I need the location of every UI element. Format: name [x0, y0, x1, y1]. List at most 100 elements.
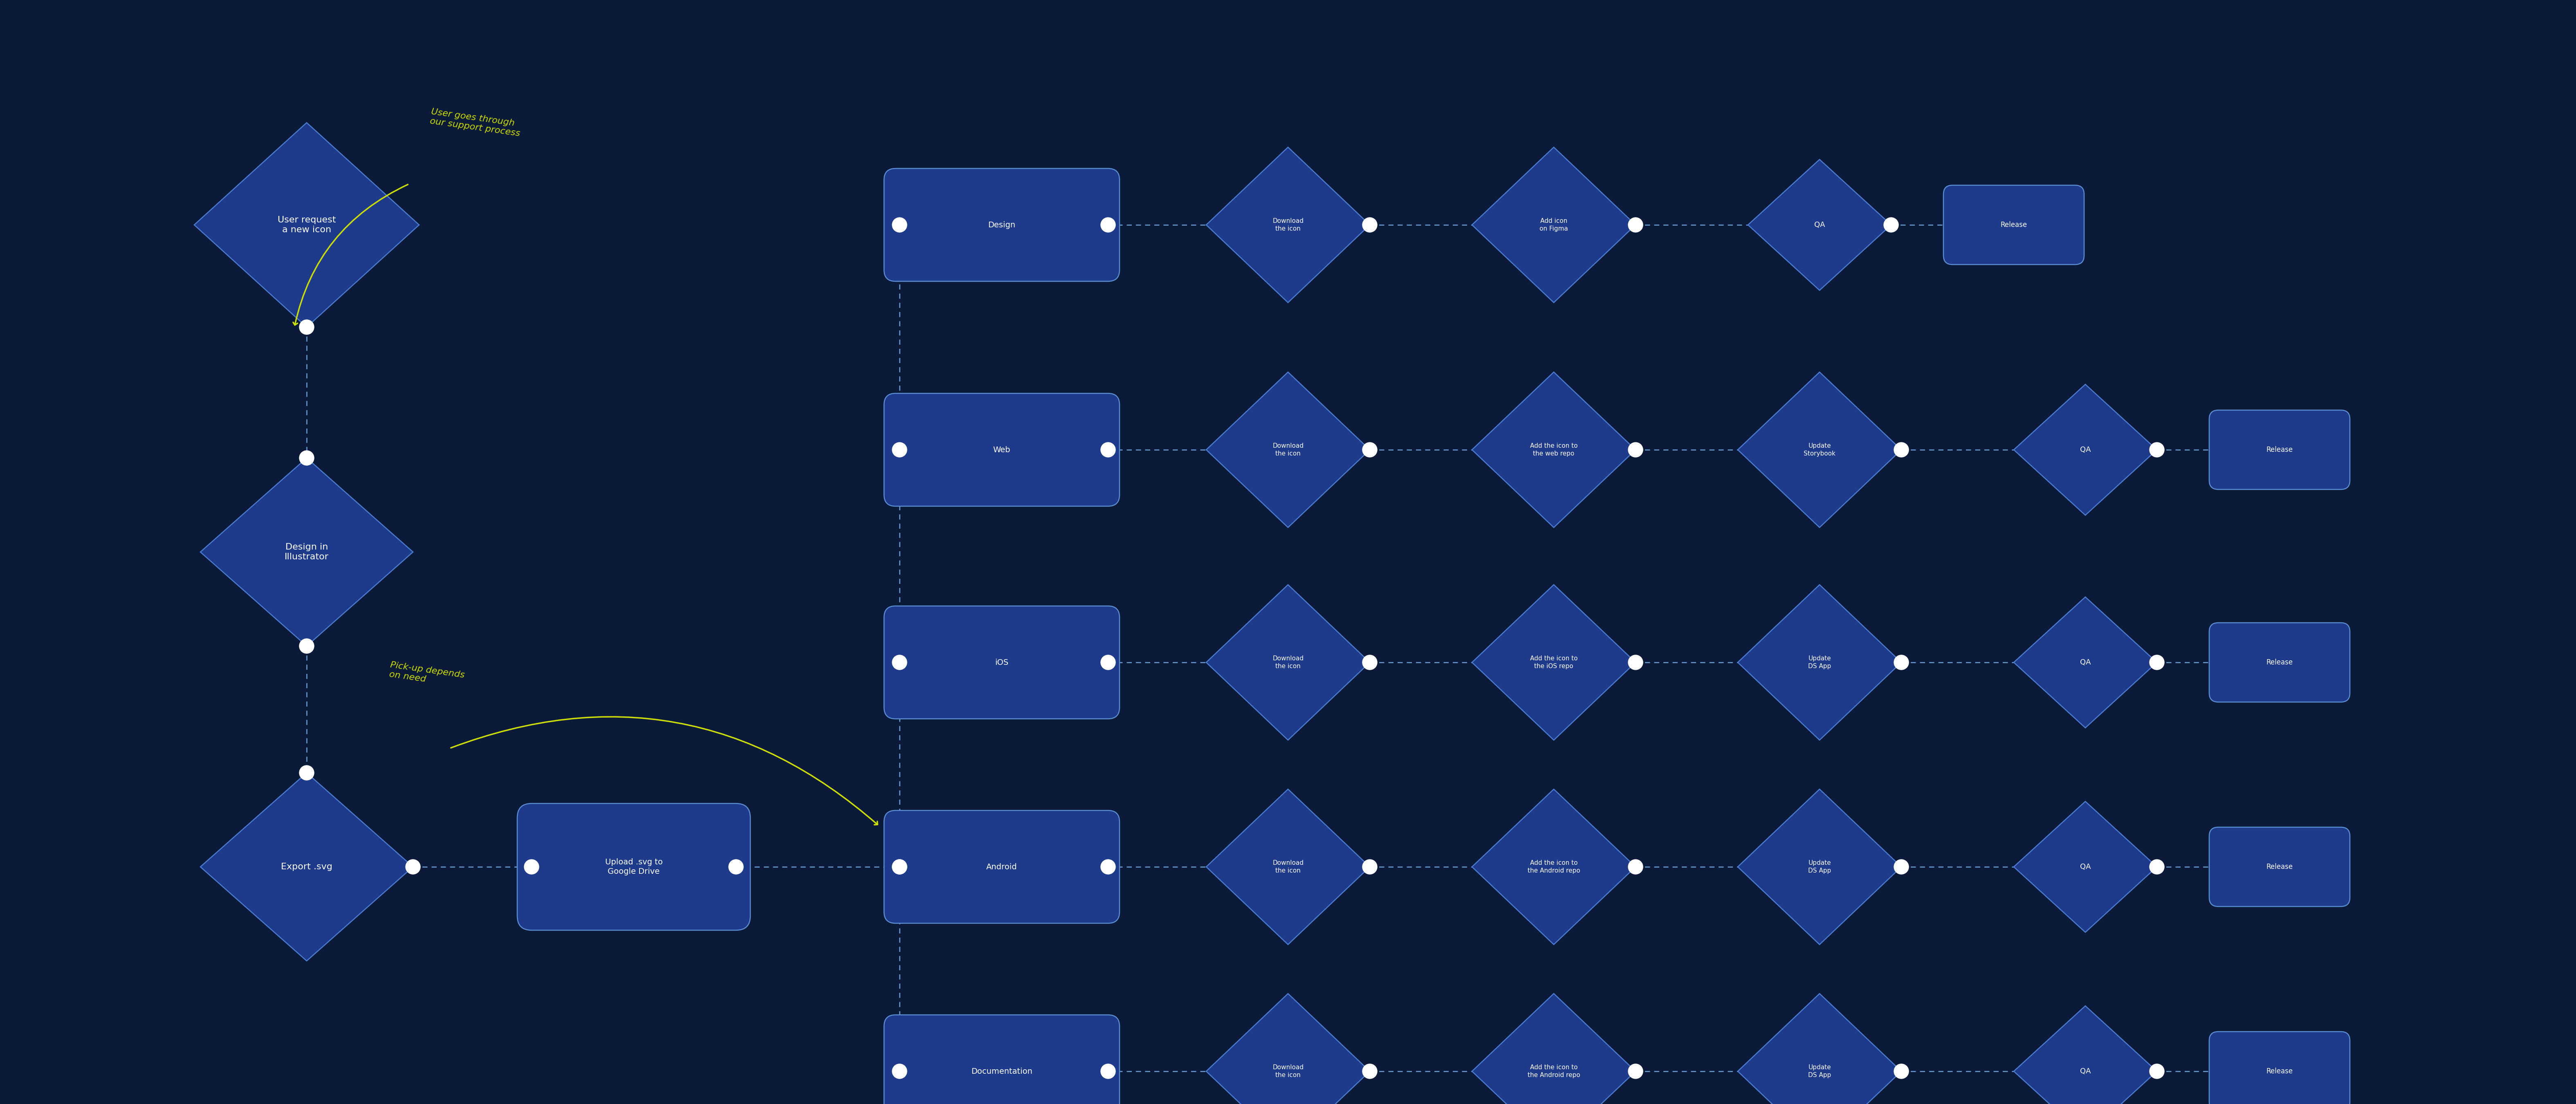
Circle shape: [299, 765, 314, 781]
Text: Pick-up depends
on need: Pick-up depends on need: [389, 660, 466, 689]
FancyBboxPatch shape: [884, 169, 1121, 282]
Circle shape: [2148, 655, 2164, 670]
Circle shape: [1628, 217, 1643, 232]
Circle shape: [2148, 860, 2164, 874]
Text: Add icon
on Figma: Add icon on Figma: [1540, 217, 1569, 232]
Text: QA: QA: [2079, 446, 2092, 454]
Text: Release: Release: [2267, 659, 2293, 666]
Text: QA: QA: [1814, 221, 1824, 229]
Polygon shape: [1739, 372, 1901, 528]
Text: Upload .svg to
Google Drive: Upload .svg to Google Drive: [605, 858, 662, 875]
Text: Export .svg: Export .svg: [281, 862, 332, 871]
Text: Download
the icon: Download the icon: [1273, 217, 1303, 232]
Circle shape: [1628, 655, 1643, 670]
Text: Design: Design: [989, 221, 1015, 229]
Circle shape: [299, 450, 314, 465]
Polygon shape: [2014, 1006, 2156, 1104]
Circle shape: [891, 655, 907, 670]
Circle shape: [523, 860, 538, 874]
FancyBboxPatch shape: [2210, 1031, 2349, 1104]
Circle shape: [2148, 1064, 2164, 1079]
Text: Download
the icon: Download the icon: [1273, 860, 1303, 873]
Text: Update
DS App: Update DS App: [1808, 656, 1832, 669]
Circle shape: [1893, 860, 1909, 874]
Polygon shape: [1471, 994, 1636, 1104]
Circle shape: [299, 639, 314, 654]
Text: Release: Release: [2002, 221, 2027, 229]
Text: Add the icon to
the web repo: Add the icon to the web repo: [1530, 443, 1577, 457]
Text: Add the icon to
the Android repo: Add the icon to the Android repo: [1528, 1064, 1579, 1079]
FancyBboxPatch shape: [884, 810, 1121, 923]
Circle shape: [891, 217, 907, 232]
Circle shape: [729, 860, 744, 874]
Text: Update
DS App: Update DS App: [1808, 860, 1832, 873]
Text: Add the icon to
the Android repo: Add the icon to the Android repo: [1528, 860, 1579, 873]
Circle shape: [1893, 655, 1909, 670]
Circle shape: [2148, 443, 2164, 457]
Polygon shape: [1471, 585, 1636, 740]
Text: QA: QA: [2079, 659, 2092, 666]
Circle shape: [1628, 860, 1643, 874]
Text: QA: QA: [2079, 1068, 2092, 1075]
Polygon shape: [201, 773, 412, 960]
Circle shape: [1628, 1064, 1643, 1079]
Text: Web: Web: [994, 446, 1010, 454]
Text: Design in
Illustrator: Design in Illustrator: [283, 543, 330, 561]
Circle shape: [1883, 217, 1899, 232]
Polygon shape: [1206, 994, 1370, 1104]
Polygon shape: [1206, 789, 1370, 945]
Polygon shape: [1206, 585, 1370, 740]
Polygon shape: [1749, 159, 1891, 290]
Circle shape: [404, 860, 420, 874]
Text: Release: Release: [2267, 863, 2293, 871]
Text: Download
the icon: Download the icon: [1273, 656, 1303, 669]
Circle shape: [1893, 443, 1909, 457]
Text: Update
DS App: Update DS App: [1808, 1064, 1832, 1079]
Text: Release: Release: [2267, 1068, 2293, 1075]
Circle shape: [1100, 1064, 1115, 1079]
Circle shape: [1893, 1064, 1909, 1079]
Polygon shape: [1471, 789, 1636, 945]
FancyBboxPatch shape: [518, 804, 750, 931]
Polygon shape: [2014, 597, 2156, 728]
Text: Download
the icon: Download the icon: [1273, 1064, 1303, 1079]
Circle shape: [1100, 860, 1115, 874]
Polygon shape: [1206, 147, 1370, 302]
Text: Release: Release: [2267, 446, 2293, 454]
FancyBboxPatch shape: [2210, 623, 2349, 702]
Circle shape: [1363, 1064, 1378, 1079]
Circle shape: [1100, 443, 1115, 457]
Circle shape: [1100, 217, 1115, 232]
Polygon shape: [1471, 372, 1636, 528]
FancyBboxPatch shape: [884, 606, 1121, 719]
Text: Add the icon to
the iOS repo: Add the icon to the iOS repo: [1530, 656, 1577, 669]
Polygon shape: [2014, 384, 2156, 516]
Polygon shape: [193, 123, 420, 327]
Circle shape: [891, 1064, 907, 1079]
Circle shape: [891, 860, 907, 874]
Polygon shape: [201, 458, 412, 646]
Circle shape: [1363, 860, 1378, 874]
Text: Documentation: Documentation: [971, 1068, 1033, 1075]
Circle shape: [891, 860, 907, 874]
FancyBboxPatch shape: [884, 393, 1121, 507]
FancyBboxPatch shape: [2210, 827, 2349, 906]
Circle shape: [1363, 655, 1378, 670]
Polygon shape: [2014, 802, 2156, 932]
Circle shape: [1363, 217, 1378, 232]
Circle shape: [1628, 443, 1643, 457]
Circle shape: [891, 443, 907, 457]
Polygon shape: [1739, 585, 1901, 740]
Text: QA: QA: [2079, 863, 2092, 871]
Polygon shape: [1739, 789, 1901, 945]
Circle shape: [299, 320, 314, 335]
Text: iOS: iOS: [994, 658, 1010, 667]
Text: User request
a new icon: User request a new icon: [278, 215, 335, 234]
Text: Download
the icon: Download the icon: [1273, 443, 1303, 457]
Polygon shape: [1206, 372, 1370, 528]
FancyBboxPatch shape: [884, 1015, 1121, 1104]
Text: Update
Storybook: Update Storybook: [1803, 443, 1837, 457]
Polygon shape: [1471, 147, 1636, 302]
FancyBboxPatch shape: [2210, 410, 2349, 489]
Text: User goes through
our support process: User goes through our support process: [430, 107, 523, 138]
